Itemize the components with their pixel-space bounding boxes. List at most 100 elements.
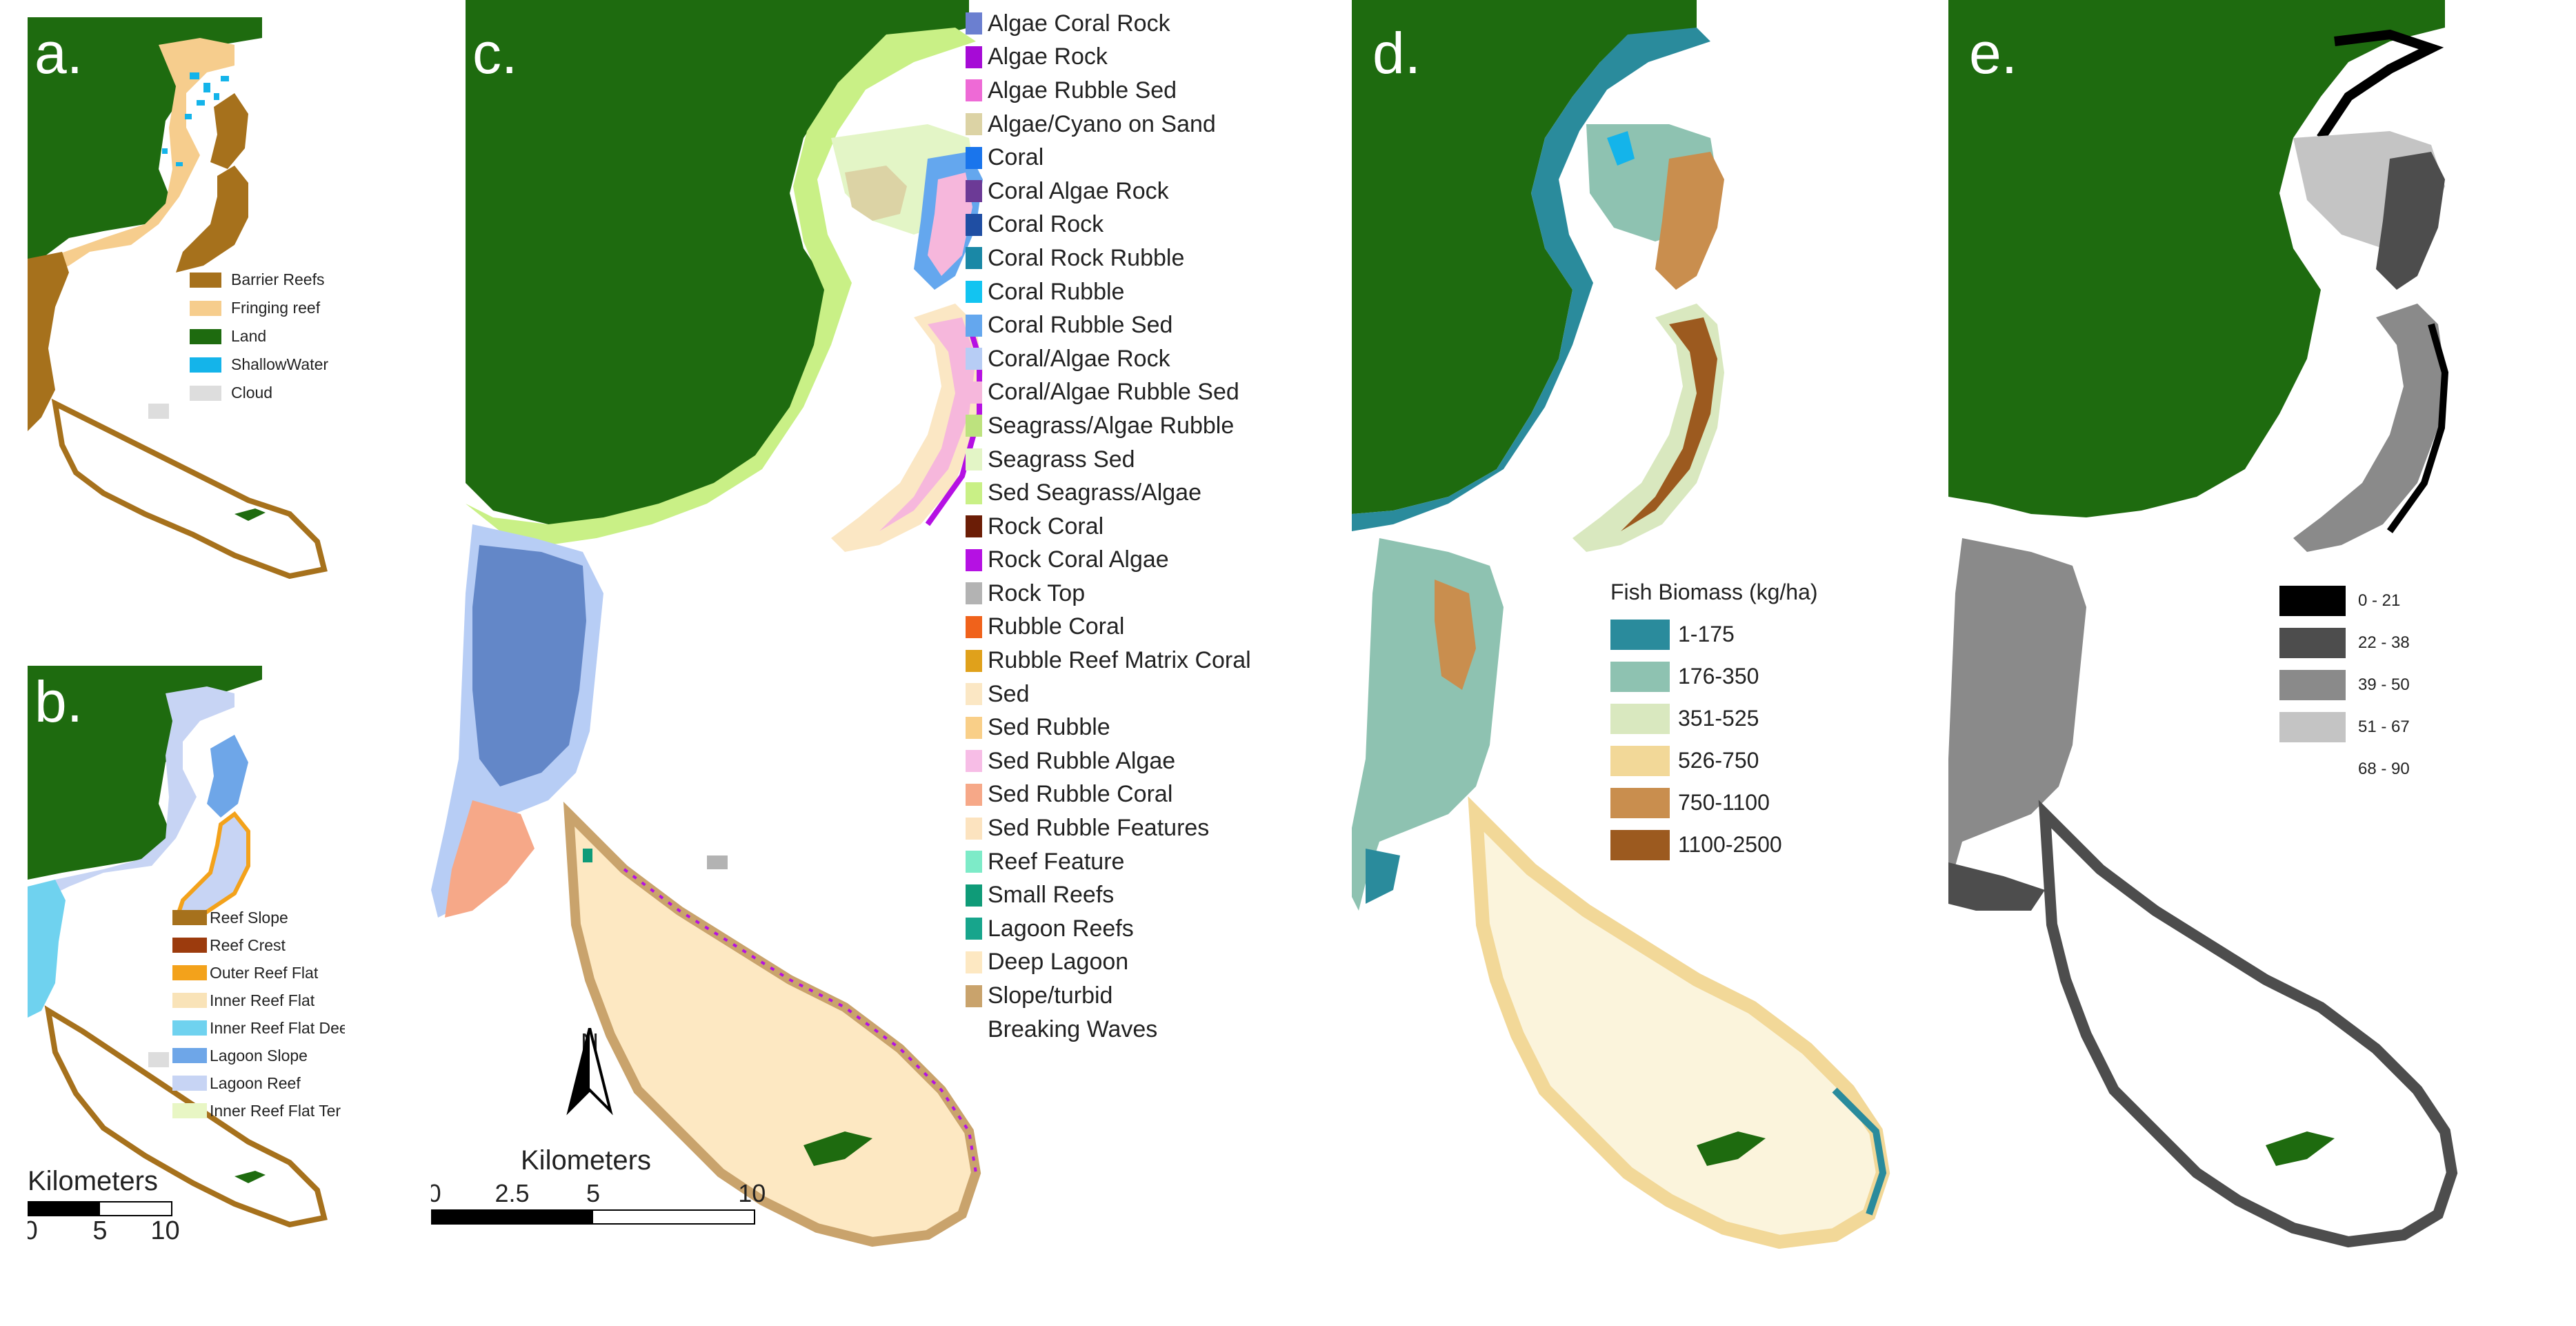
- legend-swatch: [966, 615, 982, 638]
- legend-label: 0 - 21: [2358, 591, 2401, 610]
- legend-item: 351-525: [1610, 697, 1818, 740]
- atoll-rim-accent: [623, 868, 977, 1174]
- legend-item: 0 - 21: [2279, 580, 2410, 622]
- legend-label: Rubble Reef Matrix Coral: [988, 647, 1251, 674]
- legend-item: 68 - 90: [2279, 748, 2410, 790]
- legend-item: Reef Feature: [966, 845, 1251, 879]
- legend-swatch: [966, 750, 982, 773]
- legend-item: Cloud: [190, 379, 328, 407]
- west-reef: [431, 524, 603, 918]
- north-arrow-icon: [566, 1028, 613, 1116]
- legend-swatch: [966, 146, 982, 169]
- legend-label: Coral: [988, 144, 1044, 171]
- legend-label: Coral/Algae Rubble Sed: [988, 379, 1239, 406]
- scale-title: Kilometers: [28, 1166, 158, 1196]
- legend-swatch: [172, 910, 207, 925]
- legend-swatch: [1610, 787, 1670, 818]
- legend-label: Coral Algae Rock: [988, 177, 1169, 204]
- legend-swatch: [1610, 703, 1670, 734]
- legend-label: 68 - 90: [2358, 759, 2410, 778]
- legend-c: Algae Coral Rock Algae Rock Algae Rubble S…: [966, 7, 1251, 1046]
- legend-swatch: [966, 213, 982, 236]
- scale-ticks: 0 5 10: [28, 1216, 180, 1247]
- legend-item: Rock Top: [966, 577, 1251, 611]
- legend-swatch: [966, 79, 982, 102]
- legend-swatch: [190, 357, 221, 373]
- legend-label: Fringing reef: [231, 299, 321, 317]
- legend-b: Reef Slope Reef Crest Outer Reef Flat Inner…: [172, 904, 345, 1125]
- map-d-svg: [1352, 0, 1890, 1249]
- legend-item: Lagoon Slope: [172, 1042, 345, 1069]
- legend-label: Seagrass Sed: [988, 446, 1135, 473]
- legend-d: Fish Biomass (kg/ha) 1-175 176-350 351-525…: [1610, 580, 1818, 866]
- inner-reef-flat-deep: [28, 880, 66, 1018]
- panel-label-e: e.: [1969, 21, 2018, 86]
- map-c-svg: [431, 0, 983, 1247]
- barrier-reef-north: [210, 93, 248, 169]
- land-area: [466, 0, 969, 524]
- legend-item: Fringing reef: [190, 294, 328, 322]
- middle-reef: [831, 304, 983, 552]
- legend-swatch: [2279, 669, 2346, 700]
- scale-tick-label: 10: [150, 1216, 180, 1245]
- legend-swatch: [966, 415, 982, 437]
- island: [234, 508, 266, 521]
- shallow-water: [162, 72, 229, 166]
- legend-swatch: [172, 1048, 207, 1063]
- land-area: [1352, 0, 1697, 514]
- west-reef: [1352, 538, 1504, 911]
- legend-swatch: [966, 348, 982, 370]
- atoll-outline: [51, 398, 328, 580]
- legend-label: 176-350: [1678, 664, 1759, 689]
- legend-swatch: [966, 515, 982, 538]
- legend-label: Algae Coral Rock: [988, 10, 1170, 37]
- legend-swatch: [966, 951, 982, 973]
- legend-label: Algae Rock: [988, 43, 1108, 70]
- legend-swatch: [966, 851, 982, 873]
- legend-swatch: [966, 314, 982, 337]
- legend-swatch: [966, 12, 982, 35]
- lagoon-reef: [41, 686, 234, 900]
- middle-reef: [1572, 304, 1724, 552]
- scale-tick-label: 0: [431, 1179, 441, 1207]
- legend-label: 22 - 38: [2358, 633, 2410, 652]
- map-panel-a: a. Barrier Reefs Fringing reef Land Shallow…: [28, 17, 345, 583]
- legend-label: Sed Rubble Coral: [988, 781, 1173, 808]
- atoll-rim-deep: [1832, 1087, 1887, 1216]
- legend-label: 750-1100: [1678, 790, 1770, 815]
- legend-item: Coral/Algae Rock: [966, 342, 1251, 376]
- legend-item: Inner Reef Flat Ter: [172, 1097, 345, 1125]
- legend-label: Small Reefs: [988, 882, 1115, 909]
- legend-label: Coral Rubble Sed: [988, 312, 1173, 339]
- land-area: [1948, 0, 2445, 517]
- island: [234, 1171, 266, 1183]
- land-area: [28, 17, 262, 266]
- legend-swatch: [190, 328, 221, 344]
- legend-swatch: [966, 381, 982, 404]
- legend-swatch: [966, 984, 982, 1007]
- legend-item: Sed Rubble Features: [966, 811, 1251, 845]
- legend-label: Inner Reef Flat Ter: [210, 1101, 341, 1120]
- scale-bar: [28, 1201, 172, 1216]
- legend-a: Barrier Reefs Fringing reef Land ShallowWat…: [190, 266, 328, 407]
- legend-item: 51 - 67: [2279, 706, 2410, 748]
- legend-label: Land: [231, 327, 267, 345]
- legend-swatch: [966, 113, 982, 136]
- legend-label: Sed Seagrass/Algae: [988, 479, 1201, 506]
- legend-item: Lagoon Reef: [172, 1069, 345, 1097]
- north-arrow: N: [562, 1028, 617, 1116]
- high-cover-coast: [2317, 29, 2444, 141]
- legend-label: Sed Rubble: [988, 714, 1110, 741]
- legend-swatch: [966, 884, 982, 907]
- legend-label: Coral/Algae Rock: [988, 345, 1170, 372]
- legend-item: Algae Rock: [966, 41, 1251, 75]
- map-e-svg: [1948, 0, 2458, 1248]
- legend-swatch: [966, 918, 982, 940]
- legend-swatch: [172, 1103, 207, 1118]
- legend-swatch: [966, 716, 982, 739]
- map-panel-d: d. Fish Biomass (kg/ha) 1-175 176-350 351-…: [1352, 0, 1952, 1326]
- legend-swatch: [966, 482, 982, 504]
- legend-label: Rock Coral: [988, 513, 1104, 540]
- legend-item: ShallowWater: [190, 350, 328, 379]
- legend-swatch: [2279, 627, 2346, 658]
